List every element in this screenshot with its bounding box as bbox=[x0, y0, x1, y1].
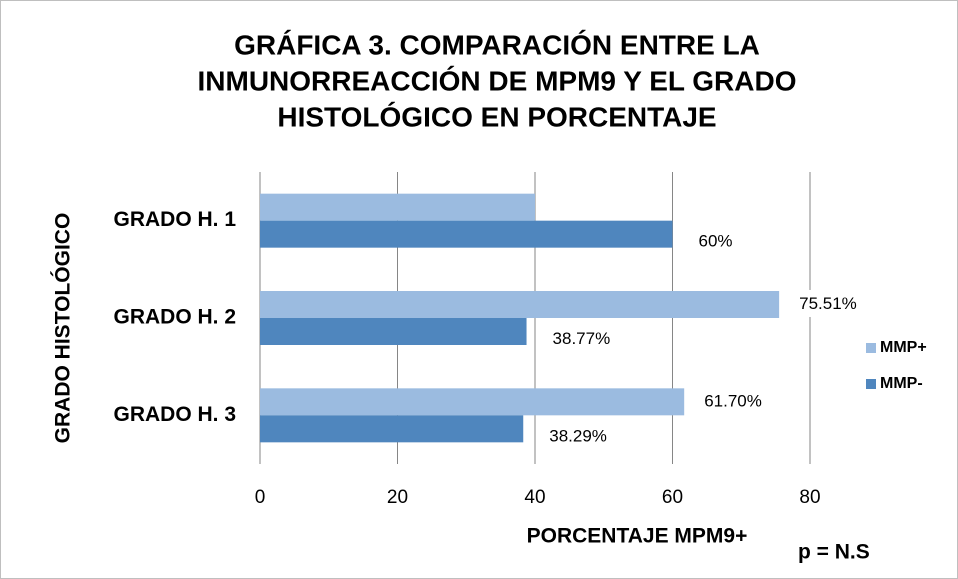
y-tick-label: GRADO H. 2 bbox=[113, 306, 236, 329]
y-tick-label: GRADO H. 3 bbox=[113, 403, 236, 426]
chart-title: GRÁFICA 3. COMPARACIÓN ENTRE LA bbox=[234, 29, 760, 60]
bar bbox=[260, 415, 524, 443]
data-label-bg bbox=[690, 227, 741, 255]
bar bbox=[260, 193, 535, 221]
data-label-bg bbox=[696, 387, 770, 415]
x-tick-label: 20 bbox=[387, 487, 408, 508]
legend-label: MMP- bbox=[880, 375, 923, 392]
chart-title: INMUNORREACCIÓN DE MPM9 Y EL GRADO bbox=[198, 65, 797, 96]
x-tick-label: 0 bbox=[255, 487, 266, 508]
bar bbox=[260, 318, 527, 345]
data-label: 60% bbox=[699, 232, 733, 251]
x-axis-label: PORCENTAJE MPM9+ bbox=[527, 525, 748, 548]
bar bbox=[260, 220, 673, 248]
data-label: 38.29% bbox=[549, 426, 607, 445]
bar bbox=[260, 388, 685, 416]
data-label: 75.51% bbox=[799, 294, 857, 313]
y-tick-label: GRADO H. 1 bbox=[113, 208, 236, 231]
x-tick-label: 40 bbox=[524, 487, 545, 508]
data-label-bg bbox=[791, 289, 865, 317]
data-label-bg bbox=[544, 324, 619, 352]
legend-swatch bbox=[866, 343, 876, 353]
legend-label: MMP+ bbox=[880, 339, 927, 356]
legend-swatch bbox=[866, 379, 876, 389]
x-tick-label: 60 bbox=[662, 487, 683, 508]
data-label: 61.70% bbox=[704, 391, 762, 410]
x-tick-label: 80 bbox=[799, 487, 820, 508]
data-label-bg bbox=[541, 422, 615, 450]
chart-title: HISTOLÓGICO EN PORCENTAJE bbox=[277, 101, 716, 132]
data-label: 38.77% bbox=[553, 329, 611, 348]
y-axis-label: GRADO HISTOLÓGICO bbox=[51, 213, 75, 444]
annotation: p = N.S bbox=[798, 541, 870, 564]
bar bbox=[260, 291, 780, 318]
